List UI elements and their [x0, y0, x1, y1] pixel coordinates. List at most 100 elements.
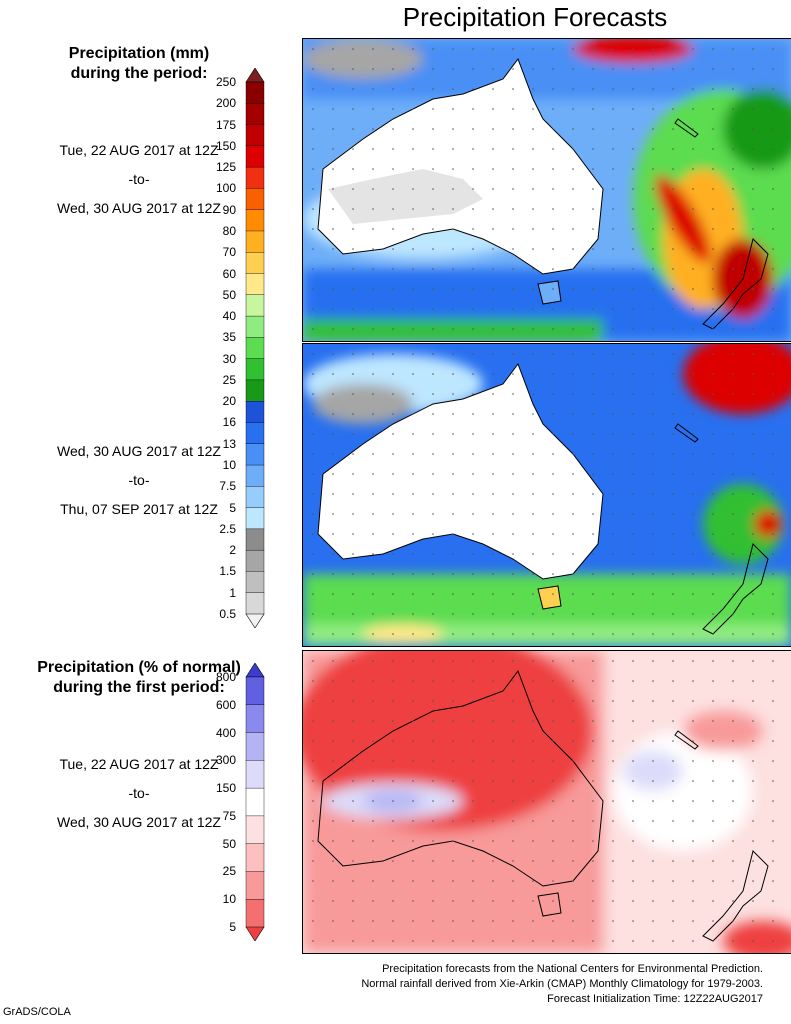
precip-colorbar-segment — [245, 443, 265, 466]
precip-colorbar-label: 5 — [229, 500, 236, 515]
precip-colorbar-label: 1 — [229, 585, 236, 600]
anom-colorbar-label: 10 — [222, 892, 236, 907]
anom-legend-heading-line1: Precipitation (% of normal) — [37, 659, 241, 676]
period3-sep: -to- — [128, 785, 150, 801]
precip-colorbar-segment — [245, 337, 265, 360]
map-anomaly — [303, 651, 791, 953]
anom-colorbar-segment — [245, 676, 265, 706]
anom-colorbar-segment — [245, 871, 265, 900]
anom-legend-heading: Precipitation (% of normal) during the f… — [4, 658, 274, 698]
period1-end: Wed, 30 AUG 2017 at 12Z — [57, 200, 221, 216]
precip-colorbar-label: 100 — [215, 181, 236, 196]
precip-colorbar-label: 70 — [222, 245, 236, 260]
period3-start: Tue, 22 AUG 2017 at 12Z — [59, 756, 219, 772]
anom-colorbar-segment — [245, 899, 265, 928]
anom-colorbar-segment — [245, 787, 265, 817]
period1-label: Tue, 22 AUG 2017 at 12Z -to- Wed, 30 AUG… — [4, 136, 274, 223]
map-panel-anomaly — [302, 650, 791, 954]
precip-colorbar-segment — [245, 486, 265, 509]
precip-colorbar-top-triangle — [245, 68, 265, 83]
precip-colorbar-label: 50 — [222, 287, 236, 302]
precip-colorbar-label: 7.5 — [219, 479, 236, 494]
precip-legend-heading-line1: Precipitation (mm) — [68, 45, 210, 62]
precip-colorbar-segment — [245, 528, 265, 551]
precip-colorbar-segment — [245, 230, 265, 253]
map-panel-period1 — [302, 38, 791, 342]
precip-colorbar-segment — [245, 379, 265, 402]
precip-legend-heading: Precipitation (mm) during the period: — [4, 44, 274, 84]
precip-colorbar-label: 250 — [215, 75, 236, 89]
anom-legend-heading-line2: during the first period: — [53, 679, 225, 696]
footer-line1: Precipitation forecasts from the Nationa… — [382, 963, 763, 975]
precip-colorbar-segment — [245, 252, 265, 275]
precip-colorbar-segment — [245, 358, 265, 381]
precip-colorbar-label: 40 — [222, 309, 236, 324]
precip-colorbar-label: 200 — [215, 96, 236, 111]
anom-colorbar-label: 600 — [215, 697, 236, 712]
precip-colorbar-label: 175 — [215, 117, 236, 132]
precip-colorbar-label: 90 — [222, 202, 236, 217]
anom-colorbar-bottom-triangle — [245, 926, 265, 941]
period1-sep: -to- — [128, 171, 150, 187]
anom-colorbar: 800 600 400 300 150 75 50 25 10 5 — [216, 663, 294, 941]
precip-colorbar-segment — [245, 422, 265, 445]
precip-colorbar-segment — [245, 81, 265, 104]
precip-colorbar-svg — [245, 68, 265, 628]
period3-label: Tue, 22 AUG 2017 at 12Z -to- Wed, 30 AUG… — [4, 750, 274, 837]
map-period2 — [303, 344, 791, 646]
anom-colorbar-segment — [245, 843, 265, 872]
precip-legend-heading-line2: during the period: — [70, 65, 208, 82]
precip-colorbar-segment — [245, 166, 265, 189]
precip-colorbar-label: 25 — [222, 372, 236, 387]
precip-colorbar-label: 125 — [215, 160, 236, 175]
precip-colorbar-label: 13 — [222, 436, 236, 451]
map-panel-period2 — [302, 343, 791, 647]
precip-colorbar-segment — [245, 401, 265, 423]
period2-label: Wed, 30 AUG 2017 at 12Z -to- Thu, 07 SEP… — [4, 437, 274, 524]
period1-start: Tue, 22 AUG 2017 at 12Z — [59, 142, 219, 158]
precip-colorbar-label: 30 — [222, 351, 236, 366]
precip-colorbar-segment — [245, 507, 265, 530]
anom-colorbar-segment — [245, 815, 265, 845]
precip-colorbar-segment — [245, 103, 265, 126]
precip-colorbar-bottom-triangle — [245, 613, 265, 628]
map-period1 — [303, 39, 791, 341]
precip-colorbar-segment — [245, 315, 265, 338]
anom-colorbar-segment — [245, 732, 265, 761]
credit-label: GrADS/COLA — [3, 1006, 71, 1018]
precip-colorbar-label: 0.5 — [219, 607, 236, 621]
precip-colorbar-segment — [245, 592, 265, 615]
precip-colorbar-segment — [245, 209, 265, 232]
anom-colorbar-label: 50 — [222, 836, 236, 851]
anom-colorbar-label: 400 — [215, 725, 236, 740]
anom-colorbar-segment — [245, 704, 265, 734]
period2-sep: -to- — [128, 472, 150, 488]
anom-colorbar-label: 75 — [222, 808, 236, 823]
precip-colorbar-label: 60 — [222, 266, 236, 281]
anom-colorbar-label: 800 — [215, 670, 236, 684]
anom-colorbar-label: 5 — [229, 920, 236, 934]
precip-colorbar-label: 2 — [229, 543, 236, 558]
footer-notes: Precipitation forecasts from the Nationa… — [361, 962, 763, 1007]
precip-colorbar-segment — [245, 464, 265, 487]
precip-colorbar-label: 2.5 — [219, 521, 236, 536]
anom-colorbar-segment — [245, 760, 265, 789]
precip-colorbar: 250 200 175 150 125 100 90 80 70 60 50 40 35 30 25 20 16… — [216, 68, 294, 628]
anom-colorbar-top-triangle — [245, 663, 265, 678]
precip-colorbar-segment — [245, 188, 265, 211]
precip-colorbar-segment — [245, 145, 265, 168]
anom-colorbar-label: 300 — [215, 753, 236, 768]
period3-end: Wed, 30 AUG 2017 at 12Z — [57, 814, 221, 830]
precip-colorbar-label: 35 — [222, 330, 236, 345]
footer-line2: Normal rainfall derived from Xie-Arkin (… — [361, 978, 763, 990]
precip-colorbar-segment — [245, 571, 265, 594]
footer-line3: Forecast Initialization Time: 12Z22AUG20… — [547, 993, 763, 1005]
anom-colorbar-label: 150 — [215, 781, 236, 796]
precip-colorbar-segment — [245, 124, 265, 147]
precip-colorbar-label: 80 — [222, 223, 236, 238]
precip-colorbar-segment — [245, 549, 265, 572]
page-title: Precipitation Forecasts — [402, 2, 668, 32]
period2-end: Thu, 07 SEP 2017 at 12Z — [60, 501, 218, 517]
precip-colorbar-segment — [245, 294, 265, 317]
precip-colorbar-label: 10 — [222, 458, 236, 473]
